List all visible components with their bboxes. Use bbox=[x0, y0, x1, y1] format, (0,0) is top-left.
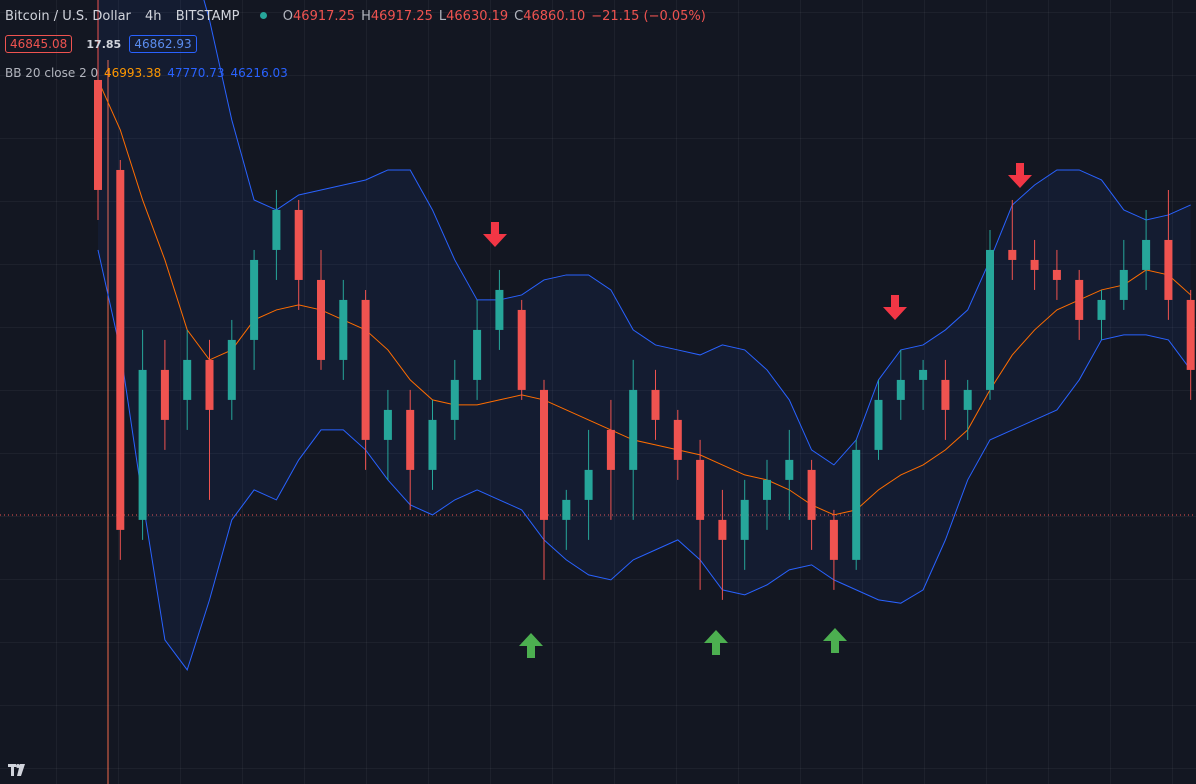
interval: 4h bbox=[145, 9, 162, 24]
ohlc-value: 46917.25 bbox=[370, 9, 433, 24]
symbol-legend: Bitcoin / U.S. Dollar 4h BITSTAMP O46917… bbox=[5, 9, 718, 24]
candle-body bbox=[540, 389, 548, 520]
candle-body bbox=[1075, 279, 1084, 320]
indicator-legend: BB 20 close 2 0 46993.38 47770.73 46216.03 bbox=[5, 66, 300, 80]
candle-body bbox=[450, 379, 459, 420]
candle-body bbox=[807, 469, 816, 520]
candle-body bbox=[629, 389, 638, 470]
candle-body bbox=[696, 459, 705, 520]
candle-body bbox=[1164, 239, 1173, 300]
candle-body bbox=[562, 499, 571, 520]
buy-arrow bbox=[823, 628, 847, 653]
candle-body bbox=[606, 429, 615, 470]
sell-arrow bbox=[1008, 163, 1032, 188]
candle-body bbox=[473, 329, 482, 380]
ohlc-label: C bbox=[514, 9, 524, 24]
symbol: Bitcoin / U.S. Dollar bbox=[5, 9, 131, 24]
ohlc-label: O bbox=[282, 9, 294, 24]
candle-body bbox=[718, 519, 727, 540]
ask-price: 46862.93 bbox=[129, 35, 197, 53]
candle-body bbox=[673, 419, 682, 460]
candle-body bbox=[852, 449, 861, 560]
candle-body bbox=[383, 409, 392, 440]
candle-body bbox=[1030, 259, 1039, 270]
candle-body bbox=[963, 389, 972, 410]
candle-body bbox=[986, 249, 994, 390]
candle-body bbox=[1097, 299, 1106, 320]
candle-body bbox=[1119, 269, 1128, 300]
candle-body bbox=[205, 359, 214, 410]
candle-body bbox=[294, 209, 303, 280]
candle-body bbox=[495, 289, 504, 330]
indicator-name: BB 20 close 2 0 bbox=[5, 66, 99, 80]
candle-body bbox=[1052, 269, 1061, 280]
candle-body bbox=[138, 369, 147, 520]
candle-body bbox=[361, 299, 370, 440]
candle-body bbox=[406, 409, 415, 470]
band-line bbox=[203, 0, 1191, 466]
candle-body bbox=[160, 369, 169, 420]
candle-body bbox=[116, 169, 125, 530]
candle-body bbox=[183, 359, 192, 400]
candle-body bbox=[339, 299, 348, 360]
indicator-value: 46993.38 bbox=[104, 66, 162, 80]
candle-body bbox=[651, 389, 660, 420]
sell-arrow bbox=[883, 295, 907, 320]
candle-body bbox=[317, 279, 325, 360]
candle-body bbox=[517, 309, 526, 390]
band-line bbox=[97, 79, 1192, 516]
ohlc-value: 46860.10 bbox=[523, 9, 586, 24]
indicator-values: 46993.38 47770.73 46216.03 bbox=[104, 66, 294, 80]
buy-arrow bbox=[704, 630, 728, 655]
candle-body bbox=[919, 369, 928, 380]
ohlc-value: 46630.19 bbox=[446, 9, 509, 24]
candle-body bbox=[896, 379, 905, 400]
indicator-value: 47770.73 bbox=[167, 66, 225, 80]
candle-body bbox=[94, 79, 102, 190]
ohlc-label: L bbox=[438, 9, 447, 24]
tv-logo bbox=[8, 764, 25, 776]
candle-body bbox=[941, 379, 950, 410]
bid-price: 46845.08 bbox=[5, 35, 73, 53]
band-line bbox=[97, 249, 1192, 671]
exchange: BITSTAMP bbox=[175, 9, 240, 24]
ohlc-legend: O46917.25 H46917.25 L46630.19 C46860.10 −21.… bbox=[283, 9, 712, 24]
buy-arrow bbox=[519, 633, 543, 658]
candle-body bbox=[250, 259, 259, 340]
change-value: −21.15 (−0.05%) bbox=[591, 9, 706, 24]
candle-body bbox=[874, 399, 883, 450]
status-dot bbox=[259, 12, 267, 19]
candle-body bbox=[272, 209, 281, 250]
band-fill bbox=[98, 0, 1191, 670]
candle-body bbox=[1008, 249, 1017, 260]
ohlc-value: 46917.25 bbox=[293, 9, 356, 24]
candle-body bbox=[740, 499, 749, 540]
candle-body bbox=[785, 459, 794, 480]
price-boxes: 46845.08 17.85 46862.93 bbox=[5, 35, 203, 53]
plot-area bbox=[94, 0, 1195, 671]
indicator-value: 46216.03 bbox=[230, 66, 288, 80]
candle-body bbox=[584, 469, 593, 500]
candle-body bbox=[829, 519, 838, 560]
candle-body bbox=[1186, 299, 1195, 370]
candle-body bbox=[428, 419, 437, 470]
spread: 17.85 bbox=[86, 38, 122, 51]
sell-arrow bbox=[483, 222, 507, 247]
candle-body bbox=[227, 339, 236, 400]
ohlc-label: H bbox=[361, 9, 371, 24]
candle-body bbox=[763, 479, 771, 500]
candle-body bbox=[1142, 239, 1151, 270]
